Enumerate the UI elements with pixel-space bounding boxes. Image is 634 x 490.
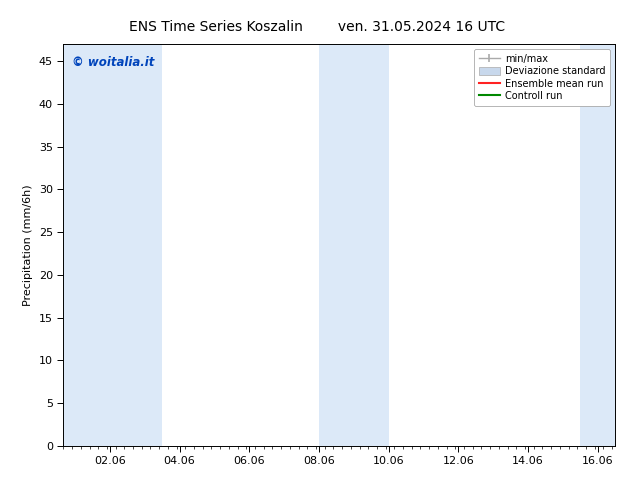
Y-axis label: Precipitation (mm/6h): Precipitation (mm/6h): [23, 184, 34, 306]
Bar: [319, 44, 371, 446]
Text: © woitalia.it: © woitalia.it: [72, 56, 154, 69]
Legend: min/max, Deviazione standard, Ensemble mean run, Controll run: min/max, Deviazione standard, Ensemble m…: [474, 49, 610, 106]
Bar: [110, 44, 162, 446]
Text: ENS Time Series Koszalin        ven. 31.05.2024 16 UTC: ENS Time Series Koszalin ven. 31.05.2024…: [129, 20, 505, 34]
Bar: [580, 44, 615, 446]
Bar: [63, 44, 110, 446]
Bar: [371, 44, 389, 446]
